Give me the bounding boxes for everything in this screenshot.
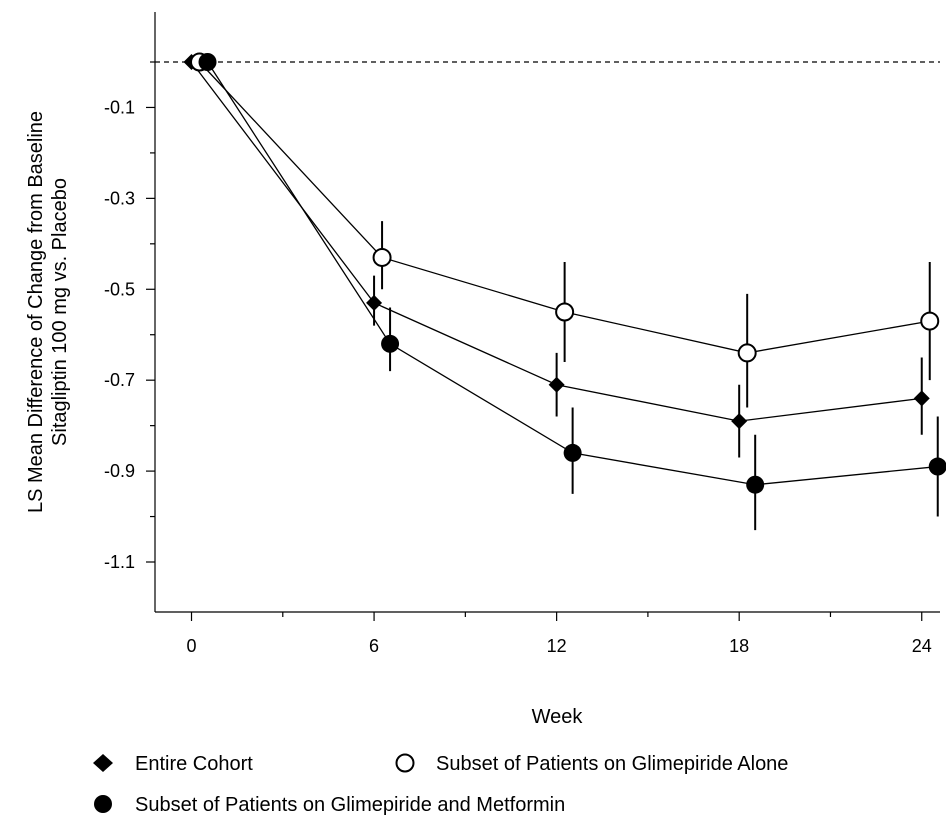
data-point-filled-circle	[563, 443, 582, 462]
x-tick-label: 12	[547, 636, 567, 656]
x-tick-label: 6	[369, 636, 379, 656]
x-tick-label: 24	[912, 636, 932, 656]
x-tick-label: 0	[187, 636, 197, 656]
y-axis-title-line-1: LS Mean Difference of Change from Baseli…	[25, 111, 47, 513]
data-point-open-circle	[920, 311, 940, 331]
legend-label-entire-cohort: Entire Cohort	[135, 753, 253, 775]
y-tick-label: -0.9	[104, 461, 135, 481]
series-subset-of-patients-on-glimepiride-alone	[190, 52, 940, 408]
data-point-open-circle	[737, 343, 757, 363]
y-axis-title-line-2: Sitagliptin 100 mg vs. Placebo	[49, 178, 71, 446]
data-point-open-circle	[372, 247, 392, 267]
data-point-diamond	[731, 413, 748, 430]
legend-label-glimepiride-metformin: Subset of Patients on Glimepiride and Me…	[135, 794, 565, 816]
data-point-open-circle	[555, 302, 575, 322]
y-tick-label: -0.1	[104, 97, 135, 117]
y-tick-label: -0.3	[104, 188, 135, 208]
legend-marker-open-circle	[395, 753, 415, 773]
data-point-diamond	[913, 390, 930, 407]
legend-label-glimepiride-alone: Subset of Patients on Glimepiride Alone	[436, 753, 788, 775]
x-axis-title: Week	[532, 706, 584, 728]
data-point-filled-circle	[381, 334, 400, 353]
data-point-diamond	[366, 294, 383, 311]
y-tick-label: -0.5	[104, 279, 135, 299]
y-tick-label: -1.1	[104, 552, 135, 572]
data-point-filled-circle	[928, 457, 946, 476]
legend: Entire Cohort Subset of Patients on Glim…	[93, 753, 788, 816]
data-point-diamond	[548, 376, 565, 393]
data-point-filled-circle	[746, 475, 765, 494]
series-subset-of-patients-on-glimepiride-and-metformin	[198, 53, 946, 531]
legend-marker-diamond	[93, 754, 113, 772]
series-entire-cohort	[183, 54, 930, 458]
legend-marker-filled-circle	[94, 795, 112, 813]
data-point-filled-circle	[198, 53, 217, 71]
x-tick-label: 18	[729, 636, 749, 656]
y-tick-label: -0.7	[104, 370, 135, 390]
